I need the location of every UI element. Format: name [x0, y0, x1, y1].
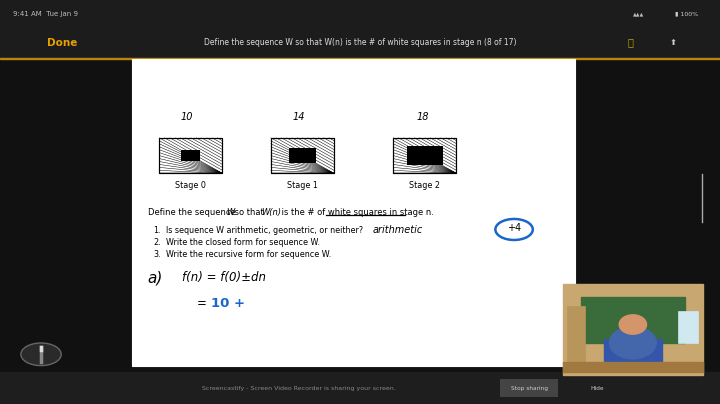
Text: =: =: [197, 297, 207, 310]
Text: W(n): W(n): [261, 208, 282, 217]
Text: Write the recursive form for sequence W.: Write the recursive form for sequence W.: [166, 250, 332, 259]
Text: 2.: 2.: [153, 238, 161, 247]
Bar: [289, 148, 315, 163]
Text: Stage 1: Stage 1: [287, 181, 318, 189]
Text: Done: Done: [47, 38, 77, 48]
Text: f(n) = f(0)±dn: f(n) = f(0)±dn: [182, 271, 266, 284]
Text: Write the closed form for sequence W.: Write the closed form for sequence W.: [166, 238, 320, 247]
Bar: [159, 138, 222, 173]
Bar: [0, 27, 720, 58]
Bar: [132, 59, 575, 366]
Ellipse shape: [619, 315, 647, 334]
Bar: [563, 362, 703, 372]
Text: 9:41 AM  Tue Jan 9: 9:41 AM Tue Jan 9: [13, 11, 78, 17]
Text: +4: +4: [507, 223, 521, 233]
Text: Hide: Hide: [590, 386, 604, 391]
Text: Define the sequence W so that W(n) is the # of white squares in stage n (8 of 17: Define the sequence W so that W(n) is th…: [204, 38, 516, 47]
Text: 1.: 1.: [153, 226, 161, 235]
Circle shape: [21, 343, 61, 366]
Text: Is sequence W arithmetic, geometric, or neither?: Is sequence W arithmetic, geometric, or …: [166, 226, 364, 235]
Bar: [567, 306, 585, 365]
Text: arithmetic: arithmetic: [373, 225, 423, 236]
Text: Define the sequence: Define the sequence: [148, 208, 238, 217]
Text: Stage 0: Stage 0: [176, 181, 206, 189]
Text: ⬆: ⬆: [670, 38, 677, 47]
Bar: [407, 145, 443, 166]
Bar: [500, 379, 558, 397]
Bar: [563, 284, 703, 375]
Bar: [159, 138, 222, 173]
Text: W: W: [226, 208, 234, 217]
Bar: [271, 138, 334, 173]
Text: a): a): [148, 271, 163, 286]
Bar: [0, 0, 720, 27]
Bar: [0, 58, 720, 59]
Bar: [181, 150, 200, 161]
Bar: [0, 372, 720, 404]
Text: so that: so that: [232, 208, 266, 217]
Text: ▲▲▲: ▲▲▲: [633, 11, 644, 16]
Text: 18: 18: [416, 112, 429, 122]
Bar: [581, 297, 685, 343]
Bar: [604, 339, 662, 366]
Text: 🔔: 🔔: [627, 38, 633, 48]
Bar: [678, 311, 698, 343]
Bar: [393, 138, 456, 173]
Text: 3.: 3.: [153, 250, 161, 259]
Text: Stage 2: Stage 2: [409, 181, 441, 189]
Text: Stop sharing: Stop sharing: [510, 386, 548, 391]
Text: 14: 14: [292, 112, 305, 122]
Bar: [563, 284, 703, 375]
Text: 10 +: 10 +: [211, 297, 245, 310]
Text: Screencastify - Screen Video Recorder is sharing your screen.: Screencastify - Screen Video Recorder is…: [202, 386, 395, 391]
Text: 10: 10: [181, 112, 194, 122]
Bar: [271, 138, 334, 173]
Text: is the # of white squares in stage n.: is the # of white squares in stage n.: [279, 208, 434, 217]
Text: ▮ 100%: ▮ 100%: [675, 11, 698, 16]
Ellipse shape: [609, 326, 657, 359]
Bar: [393, 138, 456, 173]
